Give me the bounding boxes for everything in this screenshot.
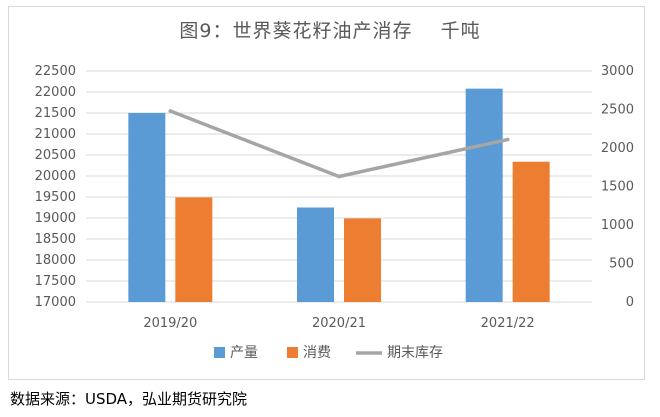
right-tick-label: 2000 — [601, 141, 634, 156]
right-tick-label: 500 — [609, 257, 634, 272]
grid-lines — [86, 70, 592, 303]
category-tick-label: 2020/21 — [312, 316, 366, 331]
category-tick-label: 2019/20 — [143, 316, 197, 331]
category-tick-label: 2021/22 — [481, 316, 535, 331]
right-tick-label: 0 — [626, 295, 634, 310]
chart-title: 图9：世界葵花籽油产消存 千吨 — [179, 20, 481, 42]
bar-consumption — [344, 218, 381, 302]
legend-swatch-0 — [214, 347, 225, 358]
left-tick-label: 22000 — [35, 85, 76, 100]
right-tick-label: 1000 — [601, 218, 634, 233]
left-tick-label: 18500 — [35, 232, 76, 247]
legend-swatch-1 — [287, 347, 298, 358]
legend-label-0: 产量 — [230, 345, 258, 361]
left-tick-label: 20000 — [35, 169, 76, 184]
category-axis-ticks: 2019/20 2020/21 2021/22 — [143, 316, 534, 331]
left-tick-label: 22500 — [35, 64, 76, 79]
ending-stock-point — [168, 109, 173, 113]
bar-consumption — [512, 161, 550, 302]
left-tick-label: 21500 — [35, 106, 76, 121]
left-tick-label: 19500 — [35, 190, 76, 205]
left-tick-label: 21000 — [35, 127, 76, 142]
left-tick-label: 19000 — [35, 211, 76, 226]
bar-production — [297, 207, 334, 302]
left-tick-label: 18000 — [35, 253, 76, 268]
legend-label-1: 消费 — [303, 345, 331, 361]
right-axis-ticks: 0 500 1000 1500 2000 2500 3000 — [601, 64, 634, 310]
right-tick-label: 1500 — [601, 180, 634, 195]
bar-layer — [128, 88, 550, 302]
right-tick-label: 2500 — [601, 103, 634, 118]
legend: 产量 消费 期末库存 — [214, 345, 443, 361]
source-note: 数据来源：USDA，弘业期货研究院 — [10, 390, 248, 408]
left-tick-label: 17500 — [35, 274, 76, 289]
bar-production — [465, 88, 503, 302]
left-axis-ticks: 17000 17500 18000 18500 19000 19500 20000 20500… — [35, 64, 76, 310]
ending-stock-line — [168, 109, 510, 179]
bar-production — [128, 113, 166, 302]
left-tick-label: 17000 — [35, 295, 76, 310]
line-layer — [168, 109, 510, 179]
ending-stock-point — [505, 137, 510, 142]
legend-label-2: 期末库存 — [387, 345, 443, 361]
bar-consumption — [175, 197, 213, 302]
right-tick-label: 3000 — [601, 64, 634, 79]
left-tick-label: 20500 — [35, 148, 76, 163]
ending-stock-point — [337, 174, 341, 179]
